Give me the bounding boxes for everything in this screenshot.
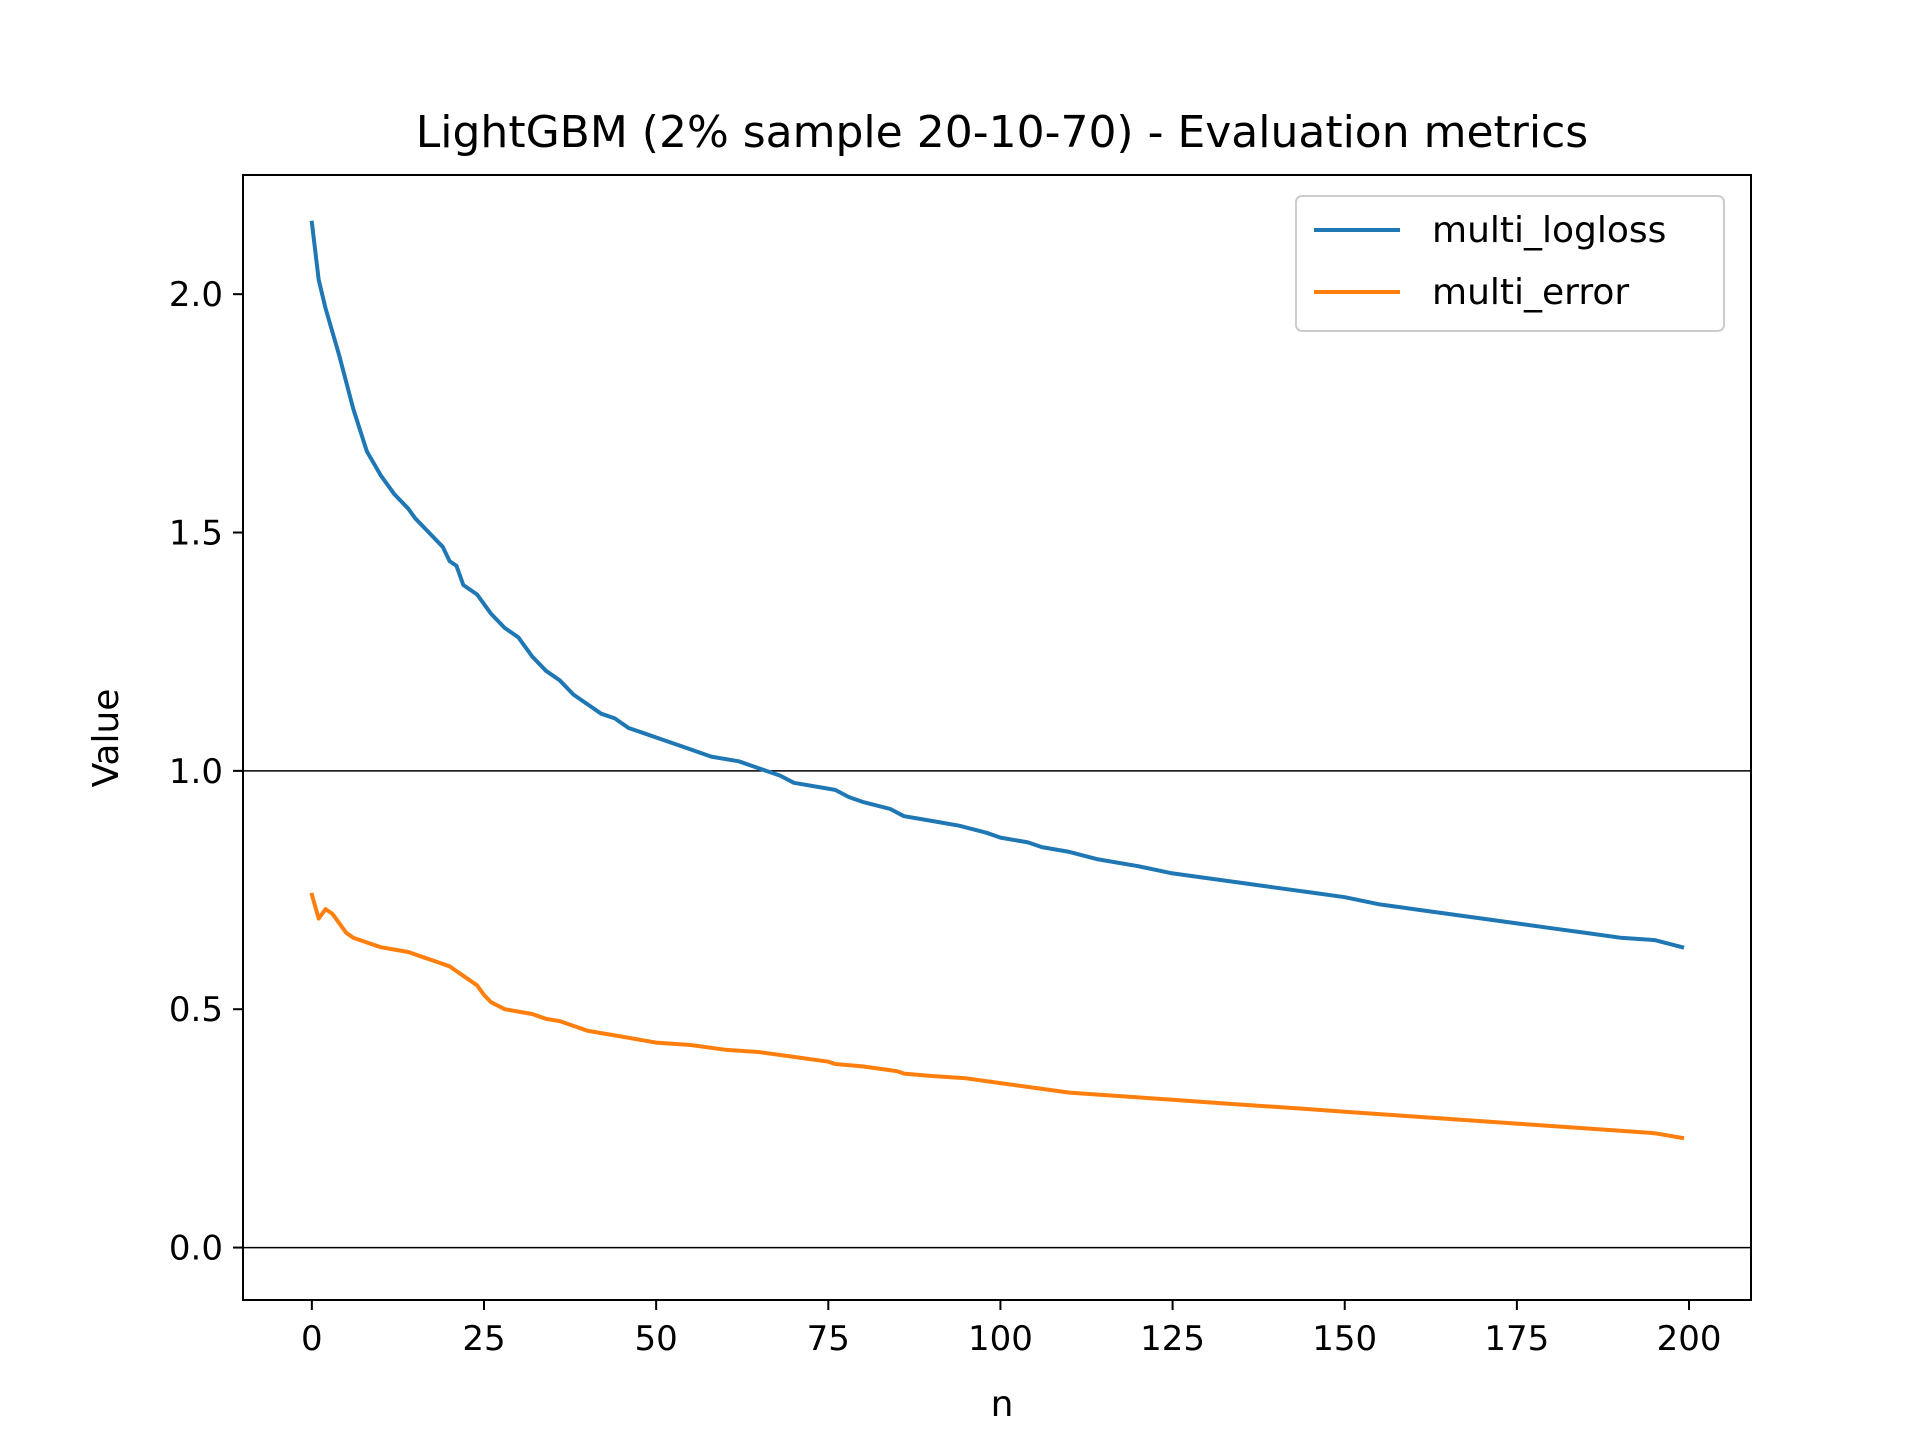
x-tick-label: 175 [1484, 1319, 1549, 1359]
x-tick-label: 75 [807, 1319, 850, 1359]
y-tick-label: 1.5 [169, 514, 223, 554]
legend-label-multi-logloss: multi_logloss [1432, 210, 1666, 251]
plot-area: 0 25 50 75 100 125 150 175 200 0.0 0.5 1.0 1.5 2.0 [169, 174, 1752, 1359]
series-line-multi-logloss [309, 220, 1685, 950]
x-tick-label: 100 [968, 1319, 1033, 1359]
x-tick-label: 0 [301, 1319, 323, 1359]
y-tick-label: 0.0 [169, 1229, 223, 1269]
x-tick-label: 25 [462, 1319, 505, 1359]
legend: multi_logloss multi_error [1295, 195, 1725, 332]
y-axis-label: Value [86, 689, 127, 788]
x-tick-label: 125 [1140, 1319, 1205, 1359]
x-tick-label: 50 [635, 1319, 678, 1359]
legend-label-multi-error: multi_error [1432, 272, 1629, 313]
x-tick-label: 200 [1657, 1319, 1722, 1359]
y-tick-label: 0.5 [169, 990, 223, 1030]
y-tick-label: 1.0 [169, 752, 223, 792]
axes-frame [242, 174, 1752, 1301]
legend-box [1295, 195, 1725, 332]
y-tick-label: 2.0 [169, 275, 223, 315]
chart-title: LightGBM (2% sample 20-10-70) - Evaluati… [416, 107, 1588, 158]
series-line-multi-error [309, 892, 1685, 1141]
x-axis-label: n [991, 1384, 1014, 1425]
x-tick-label: 150 [1312, 1319, 1377, 1359]
